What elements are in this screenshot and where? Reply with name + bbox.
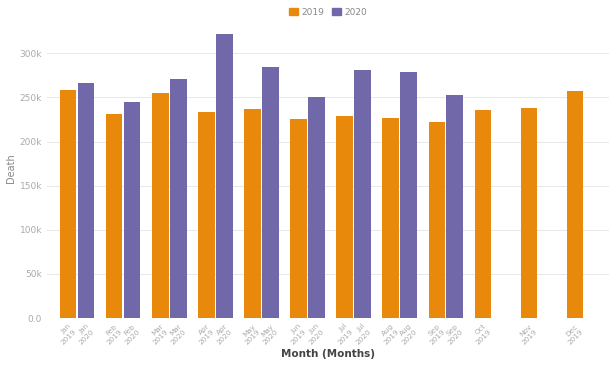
X-axis label: Month (Months): Month (Months)	[281, 349, 375, 360]
Bar	[475, 110, 491, 318]
Bar	[336, 116, 353, 318]
Bar	[290, 119, 307, 318]
Bar	[262, 68, 279, 318]
Bar	[521, 108, 538, 318]
Legend: 2019, 2020: 2019, 2020	[285, 4, 371, 21]
Bar	[60, 90, 76, 318]
Bar	[244, 109, 261, 318]
Y-axis label: Death: Death	[6, 153, 15, 183]
Bar	[308, 97, 325, 318]
Bar	[354, 70, 371, 318]
Bar	[198, 112, 215, 318]
Bar	[216, 34, 232, 318]
Bar	[152, 93, 169, 318]
Bar	[106, 114, 122, 318]
Bar	[383, 118, 399, 318]
Bar	[400, 72, 417, 318]
Bar	[446, 95, 463, 318]
Bar	[567, 91, 584, 318]
Bar	[170, 79, 186, 318]
Bar	[429, 122, 445, 318]
Bar	[77, 83, 94, 318]
Bar	[124, 102, 140, 318]
